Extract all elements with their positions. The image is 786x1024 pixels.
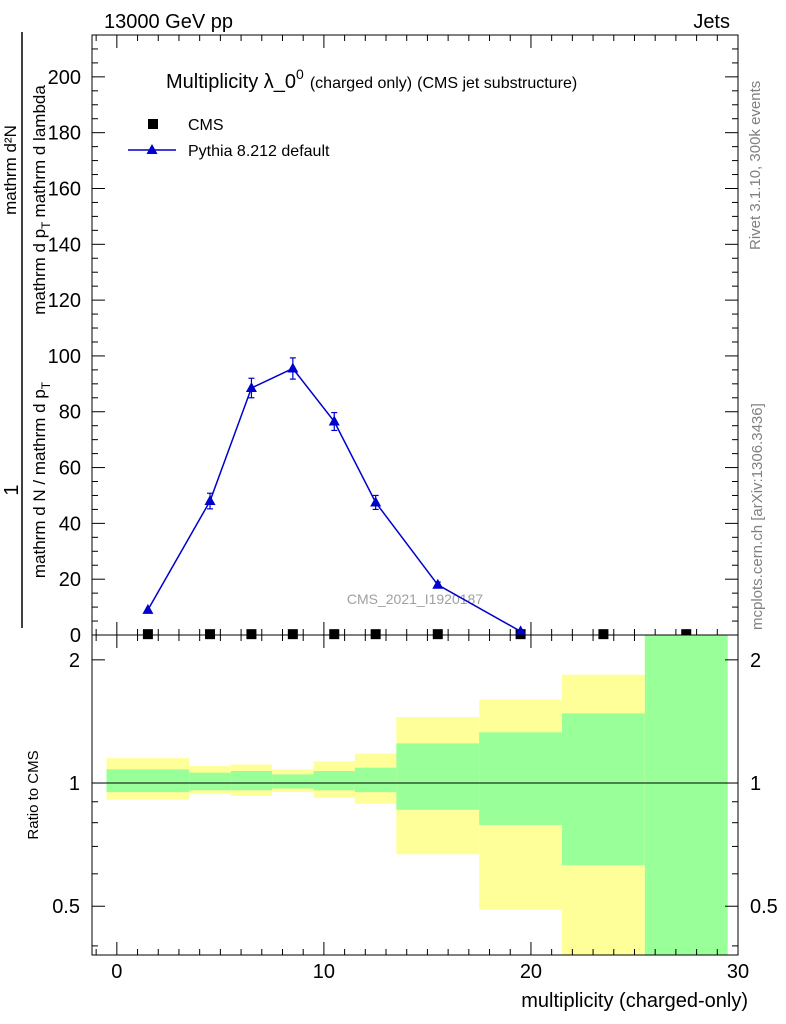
y-tick-label: 20 xyxy=(59,569,81,591)
x-tick-label: 20 xyxy=(520,961,542,983)
main-ylabel-denominator: mathrm d N / mathrm d pT xyxy=(30,381,53,578)
y-tick-label: 160 xyxy=(48,178,81,200)
x-tick-label: 30 xyxy=(727,961,749,983)
y-tick-label: 200 xyxy=(48,67,81,89)
y-tick-label: 40 xyxy=(59,513,81,535)
green-band-bin xyxy=(396,743,480,810)
y-tick-label: 100 xyxy=(48,346,81,368)
pythia-data-point xyxy=(142,603,154,614)
main-panel: Multiplicity λ_00(charged only) (CMS jet … xyxy=(1,32,739,648)
main-ylabel-deriv-bottom-text: mathrm d p xyxy=(30,229,49,315)
ratio-ylabel: Ratio to CMS xyxy=(25,750,42,839)
main-title-text: Multiplicity λ_0 xyxy=(166,71,296,93)
cms-data-point xyxy=(681,629,692,640)
header-left: 13000 GeV pp xyxy=(104,11,233,33)
cms-data-point xyxy=(142,629,153,640)
ratio-y-tick-label: 0.5 xyxy=(52,896,80,918)
y-tick-label: 0 xyxy=(70,625,81,647)
main-ylabel-deriv-top: mathrm d²N xyxy=(1,125,20,215)
cms-data-point xyxy=(598,629,609,640)
main-ylabel-numerator: 1 xyxy=(1,484,23,495)
cms-data-point xyxy=(329,629,340,640)
cms-data-point xyxy=(432,629,443,640)
header-right: Jets xyxy=(693,11,730,33)
cms-data-point xyxy=(287,629,298,640)
side-label-mcplots: mcplots.cern.ch [arXiv:1306.3436] xyxy=(749,403,766,630)
y-tick-label: 120 xyxy=(48,290,81,312)
pythia-data-point xyxy=(287,362,299,373)
green-band-bin xyxy=(230,771,273,791)
green-band-bin xyxy=(562,713,645,866)
pythia-data-point xyxy=(370,496,382,507)
main-ylabel-deriv-bottom: mathrm d pTmathrm d lambda xyxy=(30,85,53,315)
pythia-data-point xyxy=(245,382,257,393)
ratio-y-tick-label: 2 xyxy=(69,650,80,672)
green-band-bin xyxy=(272,774,314,789)
pythia-line xyxy=(147,367,521,633)
ratio-y-tick-label-right: 2 xyxy=(750,650,761,672)
main-ylabel-deriv-bottom-rest: mathrm d lambda xyxy=(30,85,49,218)
pythia-data-point xyxy=(204,495,216,506)
legend-pythia-marker xyxy=(146,144,158,154)
ratio-bands xyxy=(106,635,728,955)
legend-pythia-label: Pythia 8.212 default xyxy=(188,143,330,160)
analysis-id: CMS_2021_I1920187 xyxy=(347,591,483,607)
main-title: Multiplicity λ_00 (charged only) (CMS jet … xyxy=(166,66,577,93)
main-ylabel: 1 mathrm d N / mathrm d pT mathrm d²N ma… xyxy=(1,32,53,628)
ratio-panel-frame xyxy=(91,634,739,956)
main-title-rest: (CMS jet substructure) xyxy=(417,75,577,92)
green-band-bin xyxy=(644,635,728,955)
green-band-bin xyxy=(189,772,231,791)
cms-data-point xyxy=(205,629,216,640)
y-tick-label: 180 xyxy=(48,123,81,145)
green-band-bin xyxy=(106,769,190,793)
green-band-bin xyxy=(479,732,563,825)
pythia-data-point xyxy=(328,415,340,426)
main-title-superscript: 0 xyxy=(296,66,304,82)
main-ylabel-denominator-text: mathrm d N / mathrm d p xyxy=(30,389,49,578)
main-ylabel-deriv-sub: T xyxy=(39,221,53,229)
green-band-bin xyxy=(313,771,355,791)
ratio-y-tick-label: 1 xyxy=(69,773,80,795)
main-ylabel-denominator-sub: T xyxy=(39,381,53,389)
ratio-xlabel: multiplicity (charged-only) xyxy=(521,990,748,1012)
pythia-data-point xyxy=(432,578,444,589)
ratio-y-tick-label-right: 1 xyxy=(750,773,761,795)
main-title-small: (charged only) xyxy=(310,75,412,92)
ratio-y-tick-label-right: 0.5 xyxy=(750,896,778,918)
x-tick-label: 0 xyxy=(111,961,122,983)
green-band-bin xyxy=(354,767,397,793)
side-label-rivet: Rivet 3.1.10, 300k events xyxy=(747,81,764,250)
legend-cms-marker xyxy=(148,119,158,129)
y-tick-label: 140 xyxy=(48,234,81,256)
ratio-panel: Ratio to CMS multiplicity (charged-only)… xyxy=(25,634,778,1012)
x-tick-label: 10 xyxy=(313,961,335,983)
y-tick-label: 80 xyxy=(59,402,81,424)
cms-data-point xyxy=(370,629,381,640)
pythia-data-point xyxy=(515,625,527,636)
legend-cms-label: CMS xyxy=(188,117,224,134)
y-tick-label: 60 xyxy=(59,458,81,480)
cms-data-point xyxy=(246,629,257,640)
